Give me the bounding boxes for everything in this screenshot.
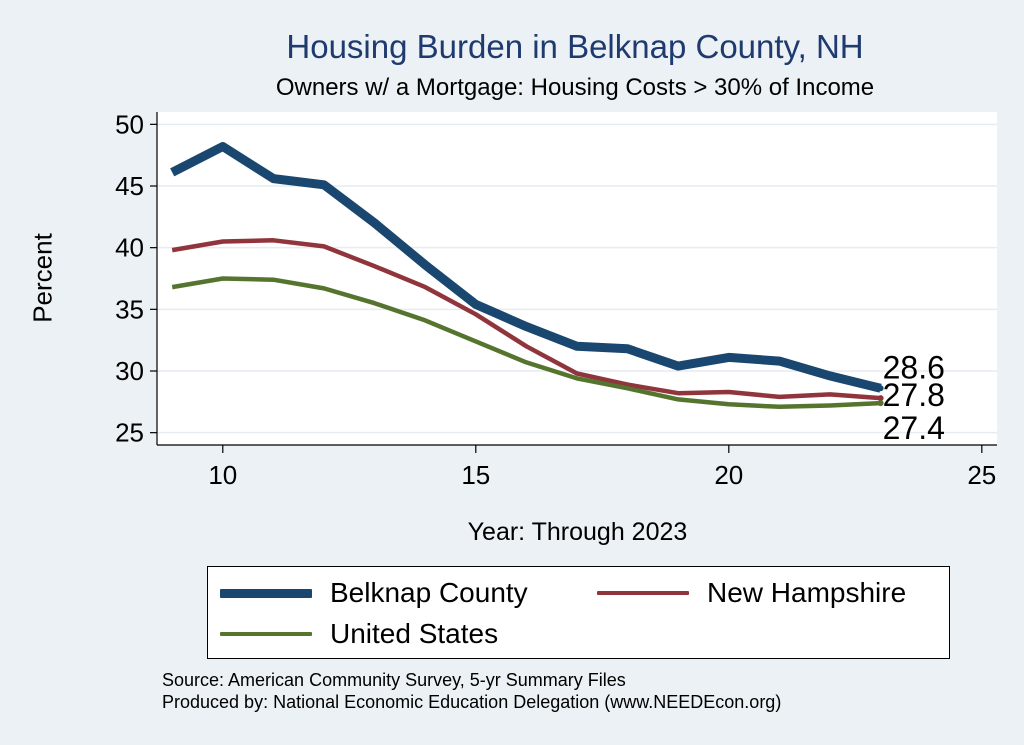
y-tick-label-25: 25 — [115, 418, 144, 448]
end-label-united-states: 27.4 — [883, 410, 945, 446]
legend-item-belknap: Belknap County — [220, 577, 528, 609]
legend-item-new-hampshire: New Hampshire — [597, 577, 906, 609]
end-point-belknap-county — [877, 385, 884, 392]
y-tick-label-30: 30 — [115, 356, 144, 386]
y-tick-label-45: 45 — [115, 171, 144, 201]
x-tick-label-10: 10 — [208, 460, 237, 490]
x-tick-label-25: 25 — [967, 460, 996, 490]
x-axis-label: Year: Through 2023 — [467, 518, 688, 546]
producer-note: Produced by: National Economic Education… — [162, 692, 782, 712]
series-line-new-hampshire — [171, 238, 881, 401]
end-label-new-hampshire: 27.8 — [883, 377, 945, 413]
legend-swatch-united-states — [220, 631, 312, 637]
end-point-united-states — [877, 400, 884, 407]
chart-title: Housing Burden in Belknap County, NH — [286, 28, 864, 65]
legend-label-united-states: United States — [330, 618, 499, 649]
source-note: Source: American Community Survey, 5-yr … — [162, 670, 626, 690]
y-tick-label-35: 35 — [115, 294, 144, 324]
series-line-belknap-county — [170, 142, 882, 393]
end-label-belknap-county: 28.6 — [883, 349, 945, 385]
chart-subtitle: Owners w/ a Mortgage: Housing Costs > 30… — [275, 74, 875, 101]
y-tick-label-40: 40 — [115, 233, 144, 263]
plot-background — [157, 112, 997, 445]
series-line-united-states — [171, 276, 881, 410]
x-tick-label-20: 20 — [714, 460, 743, 490]
x-tick-label-15: 15 — [461, 460, 490, 490]
legend-swatch-belknap — [220, 588, 312, 598]
legend-label-new-hampshire: New Hampshire — [707, 577, 907, 608]
end-point-new-hampshire — [877, 395, 884, 402]
y-tick-label-50: 50 — [115, 109, 144, 139]
legend-label-belknap: Belknap County — [330, 577, 528, 608]
legend: Belknap County New Hampshire United Stat… — [207, 566, 950, 659]
legend-swatch-new-hampshire — [597, 590, 689, 596]
plot-area: 25 30 35 40 45 50 10 15 20 25 28.627.827.4 — [115, 109, 997, 490]
legend-item-united-states: United States — [220, 618, 498, 650]
